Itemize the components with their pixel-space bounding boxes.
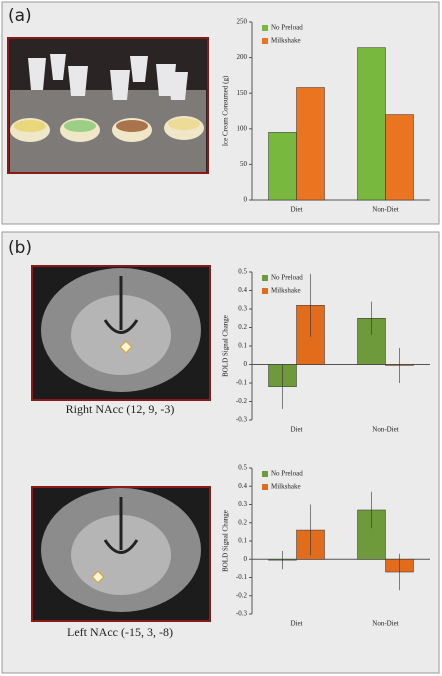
y-tick-label: 0.1 [238,342,247,350]
legend-label: No Preload [271,24,303,32]
caption: Left NAcc (-15, 3, -8) [67,625,173,639]
x-tick-label: Diet [290,620,302,628]
y-tick-label: -0.2 [236,397,248,405]
y-tick-label: 250 [237,18,248,26]
bar [268,132,297,201]
x-tick-label: Non-Diet [372,206,398,214]
y-tick-label: 0 [244,360,248,368]
y-tick-label: -0.3 [236,416,248,424]
legend-swatch [262,25,268,31]
x-tick-label: Non-Diet [372,426,398,434]
y-tick-label: 150 [237,89,248,97]
y-tick-label: -0.1 [236,379,248,387]
legend-label: Milkshake [271,287,301,295]
y-tick-label: 200 [237,53,248,61]
y-tick-label: 0.5 [238,268,247,276]
y-tick-label: 0.4 [238,286,247,294]
panel-label: (a) [8,6,32,26]
y-tick-label: 0.2 [238,323,247,331]
brain-image [31,486,211,622]
bar [296,87,325,201]
bar [385,114,414,201]
panel-label: (b) [8,238,32,258]
brain-image [31,265,211,401]
y-axis-label: BOLD Signal Change [222,315,230,377]
legend-label: No Preload [271,274,303,282]
x-tick-label: Non-Diet [372,620,398,628]
legend-label: Milkshake [271,37,301,45]
legend-label: Milkshake [271,483,301,491]
legend-swatch [262,484,268,490]
legend-label: No Preload [271,470,303,478]
y-tick-label: 0.5 [238,464,247,472]
y-tick-label: 0.3 [238,500,247,508]
legend-swatch [262,275,268,281]
y-tick-label: -0.3 [236,610,248,618]
y-tick-label: 100 [237,124,248,132]
legend-swatch [262,471,268,477]
y-tick-label: 0.1 [238,537,247,545]
y-tick-label: 50 [240,160,248,168]
caption: Right NAcc (12, 9, -3) [66,402,175,416]
legend-swatch [262,38,268,44]
photo [7,37,209,174]
y-tick-label: -0.2 [236,591,248,599]
y-tick-label: 0.4 [238,482,247,490]
x-tick-label: Diet [290,426,302,434]
x-tick-label: Diet [290,206,302,214]
y-tick-label: 0 [244,555,248,563]
y-tick-label: 0.2 [238,518,247,526]
y-tick-label: 0 [244,196,248,204]
y-axis-label: BOLD Signal Change [222,510,230,572]
y-axis-label: Ice Cream Consumed (g) [222,75,230,146]
bar [357,47,386,201]
legend-swatch [262,288,268,294]
y-tick-label: -0.1 [236,573,248,581]
y-tick-label: 0.3 [238,305,247,313]
